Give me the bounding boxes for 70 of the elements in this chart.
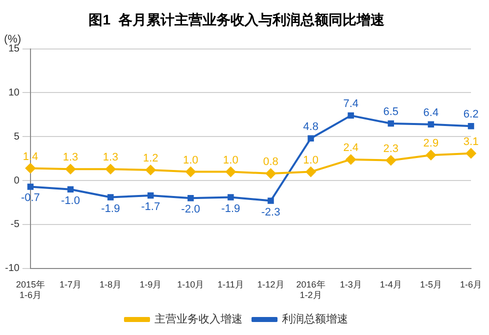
point: [466, 148, 476, 158]
data-label: -2.3: [261, 206, 280, 218]
data-label: 6.5: [383, 106, 399, 118]
data-label: -1.9: [221, 202, 240, 215]
point: [25, 163, 36, 174]
x-tick-label: 1-6月: [460, 279, 482, 290]
data-label: -0.7: [20, 192, 40, 204]
point: [306, 166, 316, 177]
y-tick-label: -5: [10, 219, 20, 230]
point: [27, 184, 34, 190]
point: [226, 166, 236, 177]
data-label: -1.9: [101, 202, 120, 215]
data-label: 1.2: [142, 152, 158, 165]
data-label: 0.8: [263, 156, 278, 168]
point: [266, 168, 276, 179]
x-tick-label: 1-5月: [420, 279, 442, 290]
x-tick-label: 1-10月: [177, 279, 204, 290]
y-tick-label: 0: [14, 175, 20, 186]
x-tick-label: 1-3月: [340, 279, 362, 290]
data-label: 1.0: [303, 154, 318, 166]
data-label: 1.0: [183, 154, 198, 166]
point: [228, 194, 234, 200]
point: [468, 122, 474, 130]
chart-title: 图1 各月累计主营业务收入与利润总额同比增速: [88, 11, 386, 28]
data-label: 6.4: [423, 106, 439, 119]
data-label: 4.8: [303, 120, 318, 133]
point: [386, 155, 396, 166]
point: [426, 150, 436, 160]
legend-label: 主营业务收入增速: [154, 312, 242, 326]
y-axis-title: (%): [4, 33, 22, 46]
x-tick-label: 1-8月: [100, 279, 122, 290]
point: [106, 164, 116, 174]
point: [268, 198, 274, 204]
x-tick-label: 2016年 1-2月: [296, 279, 326, 300]
y-tick-label: -10: [5, 263, 20, 274]
data-label: 7.4: [343, 98, 358, 110]
x-tick-label: 1-12月: [257, 279, 284, 290]
y-tick-label: 15: [8, 44, 20, 55]
data-label: 1.3: [62, 152, 78, 164]
data-label: -1.0: [61, 194, 80, 207]
point: [428, 121, 434, 128]
data-label: 6.2: [463, 108, 479, 121]
x-tick-label: 1-9月: [140, 279, 162, 290]
point: [188, 195, 194, 202]
point: [107, 194, 114, 200]
x-tick-label: 1-11月: [218, 279, 244, 290]
data-label: -2.0: [181, 204, 200, 216]
y-tick-label: 10: [8, 87, 20, 98]
x-tick-label: 1-4月: [380, 279, 402, 290]
point: [388, 120, 394, 127]
point: [67, 186, 74, 192]
x-tick-label: 2015年 1-6月: [16, 279, 45, 300]
x-tick-label: 1-7月: [59, 279, 82, 290]
data-label: 3.1: [463, 136, 479, 148]
legend-label: 利润总额增速: [282, 312, 348, 326]
data-label: -1.7: [141, 201, 160, 214]
y-tick-label: 5: [14, 131, 20, 142]
point: [308, 135, 314, 142]
data-label: 1.0: [223, 154, 238, 166]
data-label: 1.3: [102, 152, 118, 164]
point: [146, 165, 156, 176]
point: [66, 164, 76, 174]
data-label: 2.9: [423, 138, 439, 150]
point: [147, 192, 154, 199]
data-label: 1.4: [22, 150, 38, 163]
data-label: 2.3: [383, 142, 399, 155]
point: [186, 166, 196, 177]
point: [346, 154, 356, 164]
data-label: 2.4: [343, 142, 358, 154]
point: [348, 112, 354, 119]
